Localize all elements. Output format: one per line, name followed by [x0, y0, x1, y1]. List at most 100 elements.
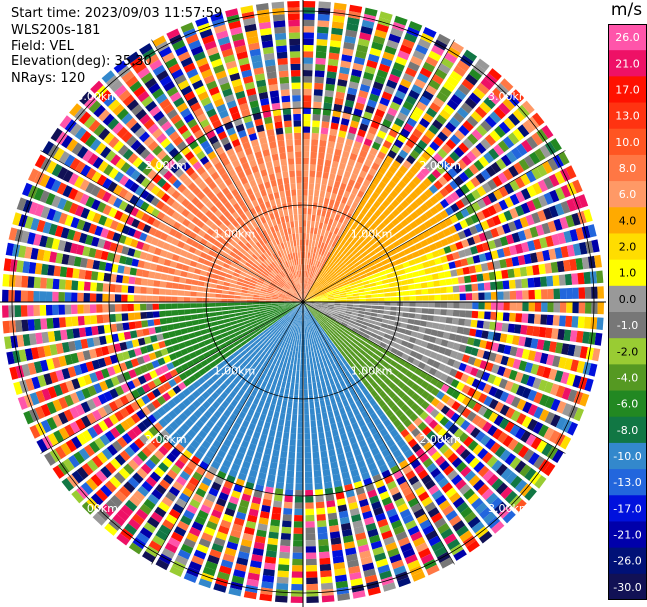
range-gate — [328, 300, 335, 302]
range-gate — [180, 515, 192, 526]
range-gate — [453, 111, 465, 124]
range-gate — [493, 238, 503, 248]
range-gate — [127, 227, 136, 237]
range-gate — [572, 302, 579, 314]
range-gate — [408, 475, 420, 486]
range-gate — [543, 462, 556, 477]
range-gate — [379, 413, 388, 422]
range-gate — [149, 471, 161, 483]
radar-ray — [104, 302, 303, 536]
range-gate — [278, 463, 286, 471]
range-gate — [419, 411, 429, 421]
range-gate — [362, 264, 370, 270]
range-gate — [206, 520, 218, 531]
range-gate — [216, 370, 224, 378]
range-gate — [406, 388, 416, 398]
range-gate — [160, 348, 169, 356]
range-gate — [253, 353, 260, 361]
range-gate — [150, 196, 160, 207]
range-gate — [303, 297, 308, 302]
range-gate — [363, 243, 371, 250]
range-gate — [141, 406, 151, 417]
range-gate — [460, 373, 470, 383]
radar-ray — [42, 141, 303, 302]
range-gate — [116, 509, 130, 522]
range-gate — [83, 374, 93, 386]
range-gate — [303, 345, 306, 353]
range-gate — [331, 429, 339, 437]
range-gate — [195, 362, 204, 371]
range-gate — [318, 1, 331, 9]
range-gate — [464, 275, 472, 284]
radar-ray — [92, 302, 303, 526]
range-gate — [230, 320, 238, 326]
range-gate — [317, 158, 324, 166]
range-gate — [49, 344, 58, 356]
range-gate — [295, 313, 299, 320]
range-gate — [233, 457, 243, 466]
range-gate — [184, 369, 193, 378]
range-gate — [544, 381, 554, 394]
range-gate — [348, 193, 356, 201]
range-gate — [288, 317, 293, 323]
range-gate — [472, 444, 484, 456]
range-gate — [508, 245, 518, 256]
range-gate — [400, 242, 409, 250]
range-gate — [222, 513, 234, 523]
range-gate — [198, 578, 212, 589]
range-gate — [471, 189, 481, 200]
range-gate — [306, 583, 319, 591]
range-gate — [404, 224, 413, 233]
range-gate — [468, 68, 482, 81]
range-gate — [303, 308, 305, 315]
range-gate — [310, 344, 314, 352]
range-gate — [378, 302, 385, 306]
range-gate — [322, 114, 331, 123]
range-gate — [518, 336, 526, 347]
range-gate — [425, 56, 439, 67]
range-gate — [591, 239, 600, 253]
range-gate — [512, 358, 522, 370]
range-gate — [349, 332, 356, 339]
range-gate — [332, 264, 339, 271]
range-gate — [238, 445, 247, 455]
range-gate — [8, 227, 18, 241]
range-gate — [185, 252, 194, 260]
range-gate — [308, 258, 312, 266]
range-gate — [296, 452, 303, 459]
range-gate — [224, 507, 236, 517]
range-gate — [398, 459, 409, 470]
range-gate — [478, 156, 490, 168]
range-gate — [538, 424, 549, 438]
range-gate — [205, 241, 213, 249]
range-gate — [428, 50, 442, 62]
range-gate — [264, 556, 277, 564]
range-gate — [398, 250, 406, 258]
range-gate — [114, 490, 127, 503]
range-gate — [334, 235, 340, 242]
range-gate — [123, 463, 135, 475]
range-gate — [186, 346, 195, 353]
range-gate — [253, 307, 260, 310]
range-gate — [317, 329, 322, 336]
range-gate — [344, 313, 352, 317]
range-gate — [11, 244, 21, 257]
range-gate — [202, 334, 210, 341]
range-gate — [142, 243, 151, 252]
range-gate — [457, 230, 467, 240]
range-gate — [223, 318, 231, 324]
range-gate — [172, 395, 182, 405]
range-gate — [416, 386, 425, 396]
range-gate — [51, 163, 63, 177]
range-gate — [260, 351, 267, 358]
range-gate — [111, 440, 123, 452]
range-gate — [68, 187, 79, 200]
range-gate — [404, 267, 412, 274]
range-gate — [370, 87, 382, 97]
range-gate — [411, 392, 420, 402]
range-gate — [559, 288, 567, 299]
range-gate — [329, 199, 335, 207]
range-gate — [422, 457, 434, 468]
range-gate — [323, 332, 329, 339]
